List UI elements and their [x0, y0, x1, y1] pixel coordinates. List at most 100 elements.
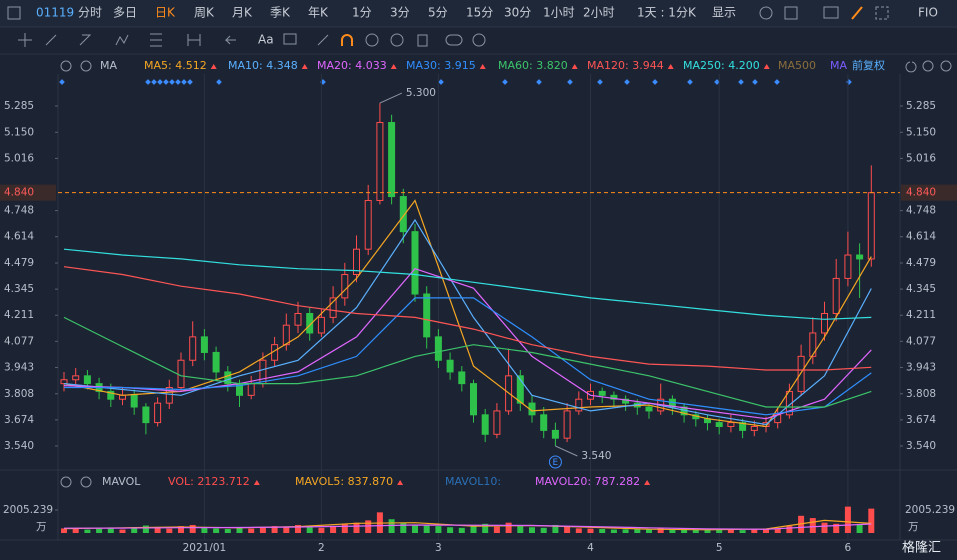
line-icon[interactable]	[45, 34, 57, 46]
volume-bar	[669, 528, 676, 533]
settings-icon[interactable]	[472, 33, 486, 47]
event-dot	[597, 79, 603, 85]
toolbar-item[interactable]: 3分	[390, 6, 410, 20]
ma-line	[63, 199, 872, 428]
adjust-toggle[interactable]: 前复权	[852, 58, 885, 72]
volume-bar	[142, 525, 149, 533]
toolbar-item[interactable]: 15分	[466, 6, 493, 20]
candle-body	[739, 422, 747, 431]
candle-body	[797, 355, 805, 392]
reset-icon[interactable]	[905, 61, 917, 73]
last-price-label: 4.840	[4, 187, 34, 199]
legend-arrow	[210, 64, 217, 69]
volume-bar	[505, 522, 512, 533]
last-price-box	[901, 184, 957, 201]
candle-body	[189, 336, 197, 361]
toolbar-item[interactable]: 1小时	[543, 6, 575, 20]
toolbar-item[interactable]: 1天 : 1分K	[637, 6, 697, 20]
y-tick-label: 4.077	[906, 335, 936, 347]
note-icon[interactable]	[283, 33, 297, 45]
event-dot	[536, 79, 542, 85]
volume-bar	[458, 527, 465, 533]
volume-bar	[540, 527, 547, 533]
toolbar-item[interactable]: 年K	[308, 6, 329, 20]
settings-icon[interactable]	[60, 60, 72, 72]
vol-title: MAVOL	[102, 475, 141, 488]
candle-body	[470, 383, 477, 416]
wave-icon[interactable]	[115, 34, 129, 46]
ma-legend: MA10: 4.348	[228, 59, 298, 72]
candle-body	[72, 375, 80, 381]
ma-legend: MA500	[778, 59, 816, 72]
checkbox[interactable]	[7, 6, 21, 20]
range-icon[interactable]	[187, 34, 201, 46]
event-dot	[438, 79, 444, 85]
y-tick-label: 4.614	[906, 231, 936, 243]
toolbar-item[interactable]: 01119	[36, 6, 74, 20]
close-icon[interactable]	[80, 476, 92, 488]
toolbar-item[interactable]: 日K	[155, 6, 176, 20]
event-dot	[145, 79, 151, 85]
volume-bar	[295, 524, 301, 533]
annotation: 3.540	[581, 450, 611, 462]
toolbar-item[interactable]: 2小时	[583, 6, 615, 20]
toolbar-item[interactable]: 5分	[428, 6, 448, 20]
toolbar-item[interactable]: FIO	[918, 6, 938, 20]
volume-bar	[447, 527, 454, 533]
legend-arrow	[397, 480, 404, 485]
zoom-out-icon[interactable]	[922, 60, 934, 72]
volume-bar	[388, 519, 395, 533]
volume-bar	[306, 527, 313, 533]
toolbar-item[interactable]: 1分	[352, 6, 372, 20]
x-tick-label: 2021/01	[183, 542, 227, 554]
event-marker-label[interactable]: E	[553, 458, 559, 468]
toolbar-item[interactable]: 周K	[194, 6, 215, 20]
hide-icon[interactable]	[390, 33, 404, 47]
candle-body	[493, 410, 501, 435]
legend-arrow	[253, 480, 260, 485]
settings-icon[interactable]	[759, 6, 773, 20]
magnet-icon[interactable]	[341, 34, 353, 46]
toolbar-item[interactable]: 月K	[232, 6, 253, 20]
lock-icon[interactable]	[365, 33, 379, 47]
toolbar-item[interactable]: 30分	[504, 6, 531, 20]
toolbar-item[interactable]: 季K	[270, 6, 291, 20]
candle-body	[715, 422, 723, 427]
toolbar-item[interactable]: 分时	[78, 6, 102, 20]
candle-body	[294, 312, 302, 326]
fullscreen-icon[interactable]	[875, 6, 889, 20]
candle-body	[130, 394, 138, 408]
crosshair-icon[interactable]	[18, 33, 32, 47]
ruler-icon[interactable]	[317, 34, 329, 46]
volume-bar	[166, 528, 173, 533]
volume-bar	[201, 527, 208, 533]
text-tool[interactable]: Aa	[258, 33, 274, 47]
toolbar-item[interactable]: 显示	[712, 6, 736, 20]
annotation-leader	[379, 92, 403, 104]
pen-icon[interactable]	[851, 6, 863, 20]
legend-arrow	[301, 64, 308, 69]
candle-body	[750, 425, 758, 431]
candle-body	[645, 406, 653, 412]
event-marker[interactable]	[548, 455, 562, 469]
volume-bar	[727, 529, 734, 533]
volume-bar	[575, 528, 582, 533]
checkbox[interactable]	[784, 6, 798, 20]
volume-bar	[482, 523, 489, 533]
ma-legend: MA20: 4.033	[317, 59, 387, 72]
logo: 格隆汇	[902, 540, 941, 556]
candle-body	[364, 199, 372, 250]
toolbar-item[interactable]: 多日	[113, 6, 137, 20]
ray-icon[interactable]	[79, 34, 92, 46]
camera-icon[interactable]	[823, 6, 839, 19]
settings-icon[interactable]	[60, 476, 72, 488]
fib-icon[interactable]	[150, 33, 162, 47]
arrow-icon[interactable]	[224, 35, 236, 45]
toggle-icon[interactable]	[445, 34, 463, 46]
close-icon[interactable]	[80, 60, 92, 72]
candle-body	[317, 316, 325, 334]
candle-body	[598, 390, 606, 396]
delete-icon[interactable]	[417, 34, 428, 47]
y-tick-label: 4.748	[906, 205, 936, 217]
zoom-in-icon[interactable]	[940, 60, 952, 72]
